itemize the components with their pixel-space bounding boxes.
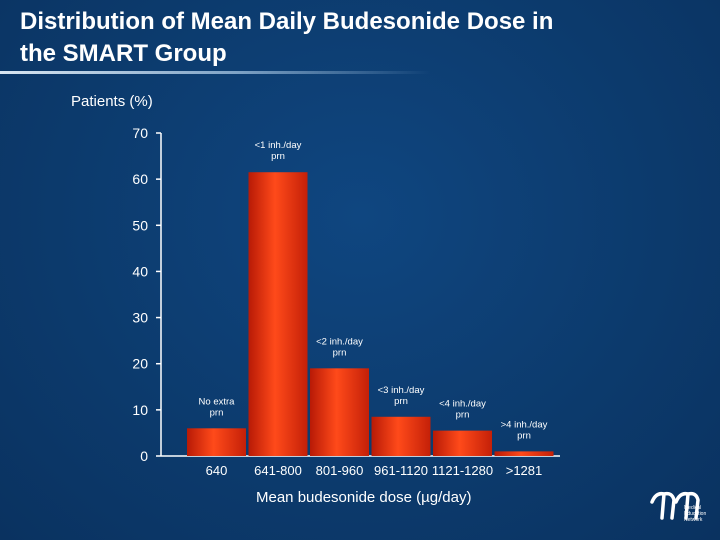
bar xyxy=(187,428,246,456)
x-axis-label: Mean budesonide dose (µg/day) xyxy=(256,489,472,506)
bar xyxy=(248,172,308,456)
x-tick-labels: 640 641-800 801-960 961-1120 1121-1280 >1281 xyxy=(206,463,543,478)
medical-education-network-logo: Medical Education Network xyxy=(650,491,706,523)
bar-annotation-text: <3 inh./day xyxy=(378,385,425,396)
x-tick-label: 640 xyxy=(206,463,228,478)
bar xyxy=(310,368,369,456)
bar-annotation-text: <2 inh./day xyxy=(316,336,363,347)
bar-annotation-text: >4 inh./day xyxy=(501,419,548,430)
bar-annotation-text: prn xyxy=(333,347,347,358)
bar xyxy=(494,451,554,456)
bars xyxy=(187,172,554,456)
title-underline xyxy=(0,71,430,74)
bar-annotation-text: prn xyxy=(394,396,408,407)
bar-annotation-text: prn xyxy=(456,410,470,421)
y-tick-label: 50 xyxy=(132,217,148,233)
logo-line1: Medical xyxy=(684,505,701,511)
page-title: Distribution of Mean Daily Budesonide Do… xyxy=(20,8,554,67)
bar-annotation-text: prn xyxy=(271,151,285,162)
y-axis-label: Patients (%) xyxy=(71,93,153,110)
bar-annotation-text: <1 inh./day xyxy=(255,140,302,151)
y-tick-label: 30 xyxy=(132,310,148,326)
bar-annotation-text: <4 inh./day xyxy=(439,399,486,410)
y-tick-label: 20 xyxy=(132,356,148,372)
x-tick-label: 1121-1280 xyxy=(432,463,493,478)
y-tick-label: 40 xyxy=(132,263,148,279)
x-tick-label: >1281 xyxy=(506,463,543,478)
logo-line3: Network xyxy=(684,517,703,523)
y-tick-label: 70 xyxy=(132,125,148,141)
bar-annotation-text: No extra xyxy=(199,396,236,407)
y-tick-label: 10 xyxy=(132,402,148,418)
x-tick-label: 961-1120 xyxy=(374,463,428,478)
bar xyxy=(371,416,431,456)
bar-annotation-text: prn xyxy=(210,407,224,418)
x-tick-label: 641-800 xyxy=(254,463,302,478)
x-tick-label: 801-960 xyxy=(316,463,364,478)
bar xyxy=(433,430,492,456)
y-tick-label: 0 xyxy=(140,448,148,464)
logo-line2: Education xyxy=(684,511,706,517)
bar-annotation-text: prn xyxy=(517,430,531,441)
y-tick-label: 60 xyxy=(132,171,148,187)
